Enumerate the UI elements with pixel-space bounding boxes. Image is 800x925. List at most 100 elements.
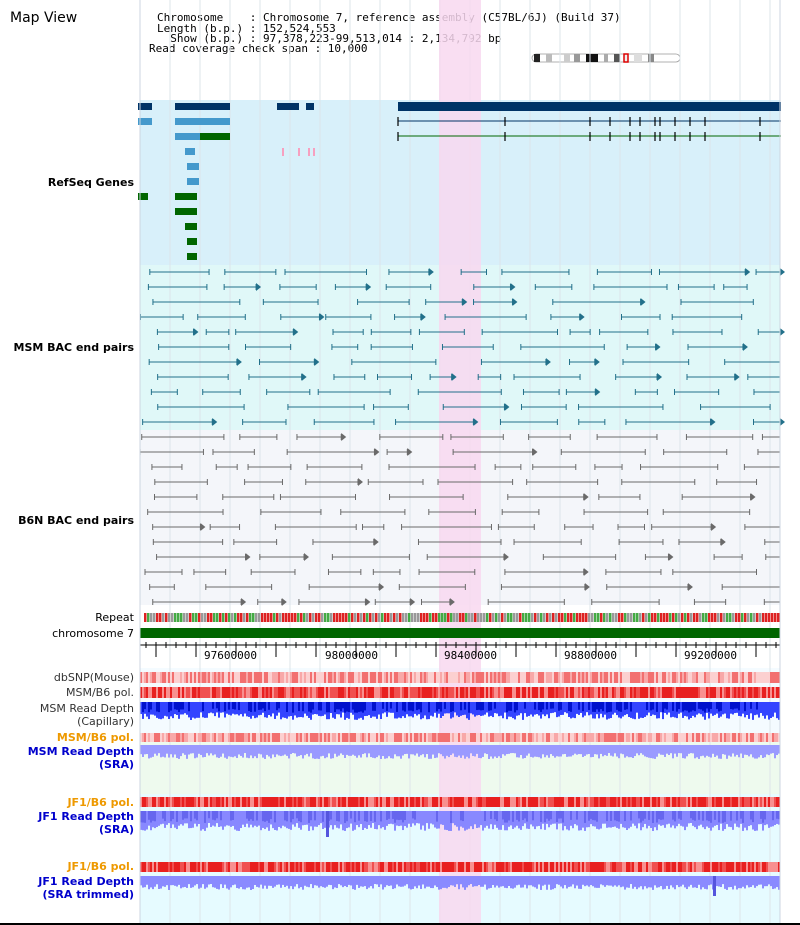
- heat-cell: [188, 687, 190, 698]
- heat-cell: [446, 862, 448, 872]
- depth-bar: [458, 702, 460, 718]
- repeat-mark: [147, 613, 150, 622]
- heat-cell: [204, 672, 206, 683]
- depth-bar: [404, 876, 406, 886]
- depth-bar: [630, 876, 632, 885]
- heat-cell: [566, 672, 568, 683]
- heat-cell: [316, 672, 318, 683]
- repeat-mark: [441, 613, 444, 622]
- depth-bar: [140, 745, 142, 755]
- depth-bar: [560, 745, 562, 757]
- bac-arrow: [236, 358, 242, 366]
- depth-bar: [160, 811, 162, 825]
- depth-bar: [412, 745, 414, 755]
- depth-bar: [532, 702, 534, 717]
- heat-cell: [258, 672, 260, 683]
- depth-bar: [166, 811, 168, 825]
- heat-cell: [526, 687, 528, 698]
- heat-cell: [222, 862, 224, 872]
- bac-arrow: [256, 283, 262, 291]
- depth-bar: [394, 876, 396, 889]
- heat-cell: [296, 687, 298, 698]
- depth-bar-dark: [772, 811, 774, 821]
- heat-cell: [600, 733, 602, 742]
- heat-cell: [518, 733, 520, 742]
- depth-bar: [246, 876, 248, 888]
- heat-cell: [310, 797, 312, 807]
- track-label-refseq[interactable]: RefSeq Genes: [47, 176, 134, 189]
- depth-bar-dark: [216, 702, 218, 709]
- heat-cell: [152, 862, 154, 872]
- heat-cell: [564, 862, 566, 872]
- heat-cell: [626, 672, 628, 683]
- heat-cell: [654, 733, 656, 742]
- depth-bar: [298, 876, 300, 889]
- depth-bar-dark: [640, 811, 642, 823]
- heat-cell: [250, 733, 252, 742]
- heat-cell: [584, 672, 586, 683]
- depth-bar-dark: [330, 811, 332, 820]
- heat-cell: [556, 862, 558, 872]
- depth-bar-dark: [502, 811, 504, 820]
- heat-cell: [578, 797, 580, 807]
- heat-cell: [270, 862, 272, 872]
- heat-cell: [260, 797, 262, 807]
- heat-cell: [718, 797, 720, 807]
- heat-cell: [398, 687, 400, 698]
- heat-cell: [590, 687, 592, 698]
- heat-cell: [586, 687, 588, 698]
- depth-bar: [406, 745, 408, 754]
- depth-bar: [650, 876, 652, 888]
- heat-cell: [692, 862, 694, 872]
- heat-cell: [272, 687, 274, 698]
- depth-bar-dark: [596, 702, 598, 710]
- depth-bar: [188, 811, 190, 829]
- heat-cell: [760, 797, 762, 807]
- depth-bar-dark: [522, 811, 524, 821]
- heat-cell: [758, 733, 760, 742]
- depth-bar: [388, 876, 390, 886]
- heat-cell: [592, 862, 594, 872]
- depth-bar: [222, 811, 224, 830]
- track-label-msm-bac[interactable]: MSM BAC end pairs: [13, 341, 134, 354]
- depth-bar-dark: [620, 702, 622, 712]
- heat-cell: [776, 797, 778, 807]
- depth-bar: [600, 876, 602, 885]
- heat-cell: [482, 797, 484, 807]
- heat-cell: [442, 797, 444, 807]
- heat-cell: [770, 797, 772, 807]
- depth-bar: [312, 745, 314, 759]
- depth-bar: [442, 745, 444, 757]
- depth-bar: [454, 702, 456, 713]
- depth-bar-dark: [734, 702, 736, 709]
- heat-cell: [206, 733, 208, 742]
- repeat-mark: [663, 613, 666, 622]
- heat-cell: [578, 687, 580, 698]
- heat-cell: [682, 672, 684, 683]
- heat-cell: [710, 733, 712, 742]
- heat-cell: [370, 687, 372, 698]
- heat-cell: [712, 672, 714, 683]
- depth-bar: [654, 811, 656, 828]
- track-label-b6n-bac[interactable]: B6N BAC end pairs: [18, 514, 134, 527]
- repeat-mark: [558, 613, 561, 622]
- repeat-mark: [456, 613, 459, 622]
- depth-bar: [772, 745, 774, 754]
- depth-bar: [440, 811, 442, 825]
- depth-bar: [386, 745, 388, 759]
- depth-bar-dark: [418, 702, 420, 710]
- depth-bar: [244, 876, 246, 890]
- repeat-mark: [432, 613, 435, 622]
- depth-bar: [626, 876, 628, 888]
- repeat-mark: [630, 613, 633, 622]
- heat-cell: [244, 797, 246, 807]
- heat-cell: [514, 797, 516, 807]
- depth-bar: [144, 745, 146, 755]
- heat-cell: [664, 862, 666, 872]
- heat-cell: [570, 862, 572, 872]
- depth-bar: [642, 745, 644, 755]
- depth-bar-dark: [354, 702, 356, 713]
- heat-cell: [638, 672, 640, 683]
- depth-bar: [692, 745, 694, 754]
